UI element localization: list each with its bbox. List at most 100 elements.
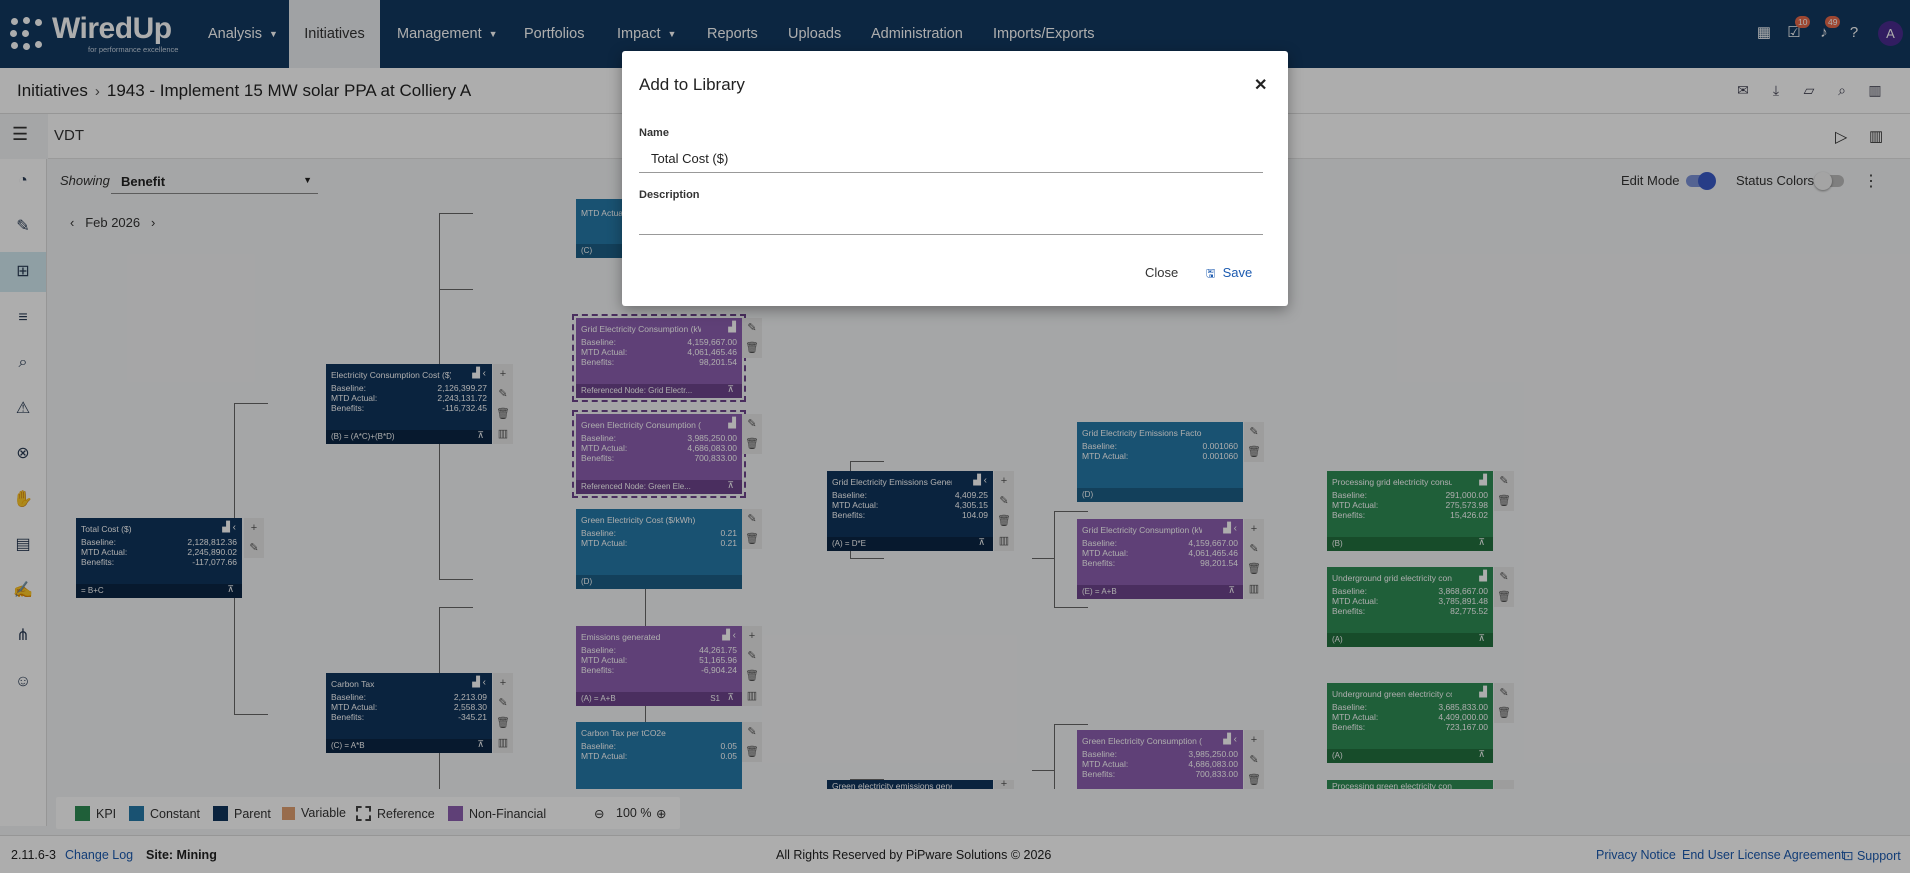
edit-icon[interactable]: ✎ (747, 322, 757, 334)
delete-icon[interactable]: 🗑 (745, 342, 759, 354)
collapse-icon[interactable]: ⊼ (477, 430, 484, 440)
nav-uploads[interactable]: Uploads (788, 0, 841, 68)
close-button[interactable]: Close (1145, 265, 1179, 280)
collapse-icon[interactable]: ⊼ (727, 480, 734, 490)
vdt-node[interactable]: Total Cost ($) ▟ ‹ Baseline: 2,128,812.36… (76, 518, 242, 598)
nav-administration[interactable]: Administration (871, 0, 963, 68)
name-input[interactable] (639, 145, 1263, 173)
nav-imports-exports[interactable]: Imports/Exports (993, 0, 1095, 68)
delete-icon[interactable]: 🗑 (997, 515, 1011, 527)
edit-icon[interactable]: ✎ (249, 542, 259, 554)
library-icon[interactable]: ▥ (998, 535, 1010, 547)
chart-icon[interactable]: ▟ ‹ (1223, 734, 1237, 745)
collapse-icon[interactable]: ⊼ (1228, 585, 1235, 595)
support-link[interactable]: ⊡ Support (1843, 848, 1901, 863)
workflow-icon[interactable]: ⋔ (16, 627, 30, 644)
edit-icon[interactable]: ✎ (747, 513, 757, 525)
chevron-left-icon[interactable]: ‹ (70, 215, 75, 230)
edit-icon[interactable]: ✎ (1499, 687, 1509, 699)
delete-icon[interactable]: 🗑 (745, 670, 759, 682)
vdt-node[interactable]: Grid Electricity Consumption (kWh) ▟ ‹ B… (1077, 519, 1243, 599)
edit-mode-toggle[interactable] (1686, 172, 1716, 190)
delete-icon[interactable]: 🗑 (496, 408, 510, 420)
delete-icon[interactable]: 🗑 (1247, 446, 1261, 458)
signature-icon[interactable]: ✍ (13, 582, 33, 599)
library-icon[interactable]: ▥ (1248, 583, 1260, 595)
help-icon[interactable]: ? (1849, 24, 1859, 41)
bell-icon[interactable]: ♪ 49 (1813, 16, 1841, 44)
close-icon[interactable]: ✕ (1254, 77, 1268, 94)
collapse-icon[interactable]: ⊼ (978, 537, 985, 547)
vdt-node[interactable]: Green Electricity Consumption (kWh) ▟ Ba… (572, 410, 746, 498)
vdt-node[interactable]: Processing green electricity consu... (1327, 780, 1493, 789)
search-icon[interactable]: ⌕ (18, 354, 28, 371)
edit-icon[interactable]: ✎ (747, 650, 757, 662)
vdt-node[interactable]: Carbon Tax ▟ ‹ Baseline: 2,213.09 MTD Act… (326, 673, 492, 753)
add-icon[interactable]: + (250, 522, 258, 534)
edit-icon[interactable]: ✎ (498, 697, 508, 709)
chevron-right-icon[interactable]: › (150, 215, 156, 230)
more-options-icon[interactable]: ⋮ (1863, 173, 1879, 190)
tasks-icon[interactable]: ☑ 10 (1783, 16, 1811, 44)
add-icon[interactable]: + (499, 368, 507, 380)
nav-initiatives[interactable]: Initiatives (289, 0, 380, 68)
library-icon[interactable]: ▥ (746, 690, 758, 702)
breadcrumb-root[interactable]: Initiatives (17, 81, 88, 100)
edit-icon[interactable]: ✎ (1249, 754, 1259, 766)
calendar-icon[interactable]: ▦ (1756, 24, 1772, 41)
vdt-node[interactable]: Grid Electricity Emissions Generat... ▟ … (827, 471, 993, 551)
delete-icon[interactable]: 🗑 (745, 746, 759, 758)
warning-icon[interactable]: ⚠ (15, 400, 31, 417)
description-input[interactable] (639, 207, 1263, 235)
chart-icon[interactable]: ▟ ‹ (222, 522, 236, 533)
vdt-node[interactable]: Green Electricity Consumption (kWh) ▟ ‹ … (1077, 730, 1243, 789)
edit-icon[interactable]: ✎ (1249, 543, 1259, 555)
dashboard-icon[interactable]: ◔ (18, 172, 28, 189)
email-icon[interactable]: ✉ (1737, 82, 1749, 98)
zoom-out-icon[interactable]: ⊖ (594, 807, 605, 821)
vdt-node[interactable]: Grid Electricity Consumption (kWh) ▟ Bas… (572, 314, 746, 402)
avatar[interactable]: A (1878, 21, 1903, 46)
note-icon[interactable]: ▱ (1803, 82, 1815, 98)
list-icon[interactable]: ≡ (18, 309, 28, 326)
delete-icon[interactable]: 🗑 (745, 438, 759, 450)
edit-icon[interactable]: ✎ (16, 218, 30, 235)
nav-impact[interactable]: Impact ▼ (617, 0, 676, 68)
collapse-icon[interactable]: ⊼ (727, 384, 734, 394)
library-icon[interactable]: ▥ (497, 737, 509, 749)
search-document-icon[interactable]: ⌕ (1838, 82, 1846, 98)
book-icon[interactable]: ▥ (1868, 82, 1882, 98)
edit-icon[interactable]: ✎ (747, 418, 757, 430)
wiredup-logo[interactable]: WiredUp for performance excellence (10, 12, 180, 56)
collapse-icon[interactable]: ⊼ (1478, 749, 1485, 759)
vdt-node[interactable]: Electricity Consumption Cost ($) ▟ ‹ Bas… (326, 364, 492, 444)
nav-analysis[interactable]: Analysis ▼ (208, 0, 278, 68)
binoculars-icon[interactable]: ⊗ (16, 445, 30, 462)
register-icon[interactable]: ▤ (15, 536, 31, 553)
download-icon[interactable]: ⤓ (1772, 82, 1780, 98)
collapse-icon[interactable]: ⊼ (227, 584, 234, 594)
vdt-node[interactable]: Processing grid electricity consump... ▟… (1327, 471, 1493, 551)
chart-icon[interactable]: ▟ (1479, 571, 1487, 582)
delete-icon[interactable]: 🗑 (745, 533, 759, 545)
chart-icon[interactable]: ▟ ‹ (472, 368, 486, 379)
nav-reports[interactable]: Reports (707, 0, 758, 68)
collapse-icon[interactable]: ⊼ (1478, 537, 1485, 547)
chart-icon[interactable]: ▟ (1479, 687, 1487, 698)
delete-icon[interactable]: 🗑 (1497, 495, 1511, 507)
vdt-node[interactable]: Carbon Tax per tCO2e Baseline: 0.05 MTD A… (576, 722, 742, 789)
chart-icon[interactable]: ▟ ‹ (722, 630, 736, 641)
delete-icon[interactable]: 🗑 (496, 717, 510, 729)
edit-icon[interactable]: ✎ (1499, 475, 1509, 487)
save-button[interactable]: 🖫 Save (1206, 265, 1252, 284)
vdt-node[interactable]: Emissions generated ▟ ‹ Baseline: 44,261.… (576, 626, 742, 706)
vdt-node[interactable]: Underground green electricity cons... ▟ … (1327, 683, 1493, 763)
delete-icon[interactable]: 🗑 (1247, 563, 1261, 575)
tree-icon[interactable]: ⊞ (0, 252, 46, 292)
eula-link[interactable]: End User License Agreement (1682, 848, 1845, 862)
privacy-link[interactable]: Privacy Notice (1596, 848, 1676, 862)
vdt-node[interactable]: Green electricity emissions generat... (827, 780, 993, 789)
edit-icon[interactable]: ✎ (747, 726, 757, 738)
nav-portfolios[interactable]: Portfolios (524, 0, 584, 68)
vdt-node[interactable]: Grid Electricity Emissions Factor (t... … (1077, 422, 1243, 502)
